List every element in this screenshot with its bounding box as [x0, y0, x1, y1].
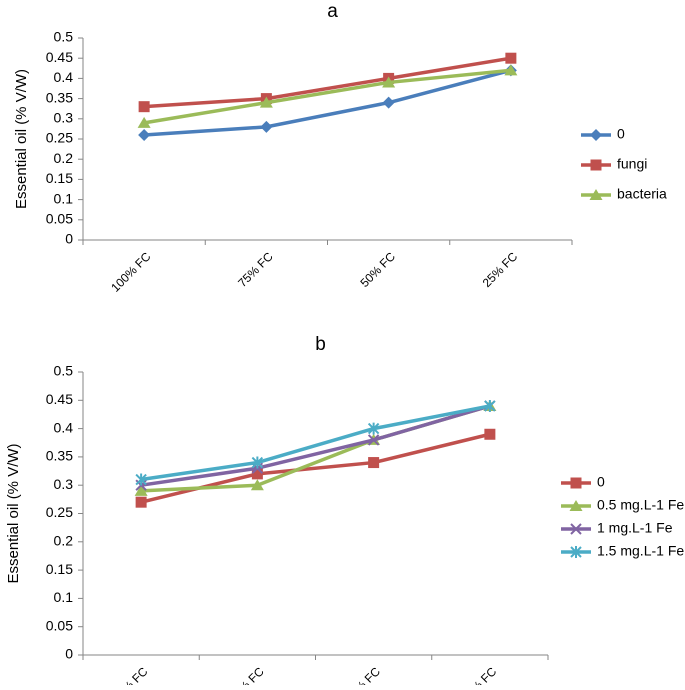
legend-entry-3: bacteria [581, 186, 667, 202]
y-tick-label: 0.3 [54, 476, 74, 492]
y-tick-label: 0.35 [46, 89, 73, 105]
x-tick-label: 100% FC [108, 249, 154, 295]
triangle-marker-legend [569, 500, 583, 511]
legend-entry-1: 0 [561, 474, 605, 490]
chart-panel-b: b Essential oil (% V/W) 0 0.05 0.1 0.15 0.2 0.2… [5, 334, 684, 690]
legend-label: 1 mg.L-1 Fe [597, 520, 673, 536]
legend-label: 0 [617, 126, 625, 142]
y-tick-label: 0 [65, 231, 73, 247]
triangle-marker-0 [137, 116, 151, 128]
square-marker-legend [570, 477, 582, 489]
x-tick-label: 25% FC [480, 249, 521, 290]
chart-title: a [327, 1, 338, 22]
y-tick-label: 0.15 [46, 561, 73, 577]
square-marker-0 [138, 101, 150, 113]
x-tick-label: 50% FC [342, 664, 383, 685]
square-marker-1 [251, 468, 263, 480]
triangle-marker-1 [250, 479, 264, 491]
y-tick-label: 0.2 [54, 533, 74, 549]
star-marker-1 [251, 456, 264, 469]
series-1 [135, 428, 496, 508]
x-tick-label: 100% FC [105, 664, 151, 685]
y-axis-label: Essential oil (% V/W) [13, 69, 30, 209]
y-tick-label: 0.5 [54, 29, 74, 45]
y-tick-label: 0.4 [54, 69, 74, 85]
legend-entry-2: fungi [581, 156, 647, 172]
series-line [140, 404, 491, 482]
series-3 [137, 64, 518, 128]
square-marker-3 [484, 428, 496, 440]
series-line [143, 68, 512, 125]
x-tick-label: 75% FC [235, 249, 276, 290]
y-tick-label: 0.05 [46, 617, 73, 633]
triangle-marker-3 [504, 64, 518, 76]
legend-label: 1.5 mg.L-1 Fe [597, 543, 684, 559]
y-tick-label: 0.45 [46, 49, 73, 65]
y-tick-label: 0 [65, 646, 73, 662]
y-tick-label: 0.3 [54, 110, 74, 126]
square-marker-0 [135, 496, 147, 508]
series-line [144, 68, 512, 137]
chart-panel-a: a Essential oil (% V/W) 0 0.05 0.1 0.15 0.2 0.2… [13, 1, 667, 295]
series-4 [135, 399, 496, 486]
legend-label: fungi [617, 156, 647, 172]
x-tick-label: 75% FC [226, 664, 267, 685]
legend-label: 0.5 mg.L-1 Fe [597, 497, 684, 513]
y-tick-label: 0.45 [46, 391, 73, 407]
diamond-marker-2 [382, 96, 395, 109]
y-tick-label: 0.25 [46, 504, 73, 520]
legend-entry-4: 1.5 mg.L-1 Fe [561, 543, 684, 559]
star-marker-2 [367, 422, 380, 435]
diamond-marker-1 [260, 120, 273, 133]
x-tick-label: 50% FC [357, 249, 398, 290]
y-tick-label: 0.15 [46, 170, 73, 186]
diamond-marker-0 [138, 128, 151, 141]
y-axis-label: Essential oil (% V/W) [5, 443, 22, 583]
series-line [140, 404, 491, 487]
x-marker-legend [570, 523, 582, 535]
y-tick-label: 0.1 [54, 190, 74, 206]
diamond-marker-legend [590, 129, 602, 141]
square-marker-3 [505, 52, 517, 64]
x-marker-2 [367, 434, 380, 446]
y-tick-label: 0.4 [54, 419, 74, 435]
triangle-marker-1 [259, 96, 273, 108]
y-tick-label: 0.25 [46, 130, 73, 146]
triangle-marker-legend [589, 189, 603, 200]
legend-label: 0 [597, 474, 605, 490]
legend-entry-1: 0 [581, 126, 625, 142]
triangle-marker-0 [134, 484, 148, 496]
triangle-marker-2 [382, 76, 396, 88]
y-tick-label: 0.35 [46, 448, 73, 464]
y-tick-label: 0.2 [54, 150, 74, 166]
square-marker-legend [590, 159, 602, 171]
legend-label: bacteria [617, 186, 667, 202]
star-marker-0 [135, 473, 147, 486]
series-line [144, 56, 512, 109]
y-tick-label: 0.5 [54, 363, 74, 379]
chart-title: b [315, 334, 326, 355]
star-marker-3 [484, 399, 496, 412]
square-marker-2 [368, 457, 380, 469]
star-marker-legend [570, 546, 582, 558]
x-tick-label: 25% FC [459, 664, 500, 685]
legend-entry-3: 1 mg.L-1 Fe [561, 520, 673, 536]
legend-entry-2: 0.5 mg.L-1 Fe [561, 497, 684, 513]
y-tick-label: 0.05 [46, 211, 73, 227]
y-tick-label: 0.1 [54, 589, 74, 605]
